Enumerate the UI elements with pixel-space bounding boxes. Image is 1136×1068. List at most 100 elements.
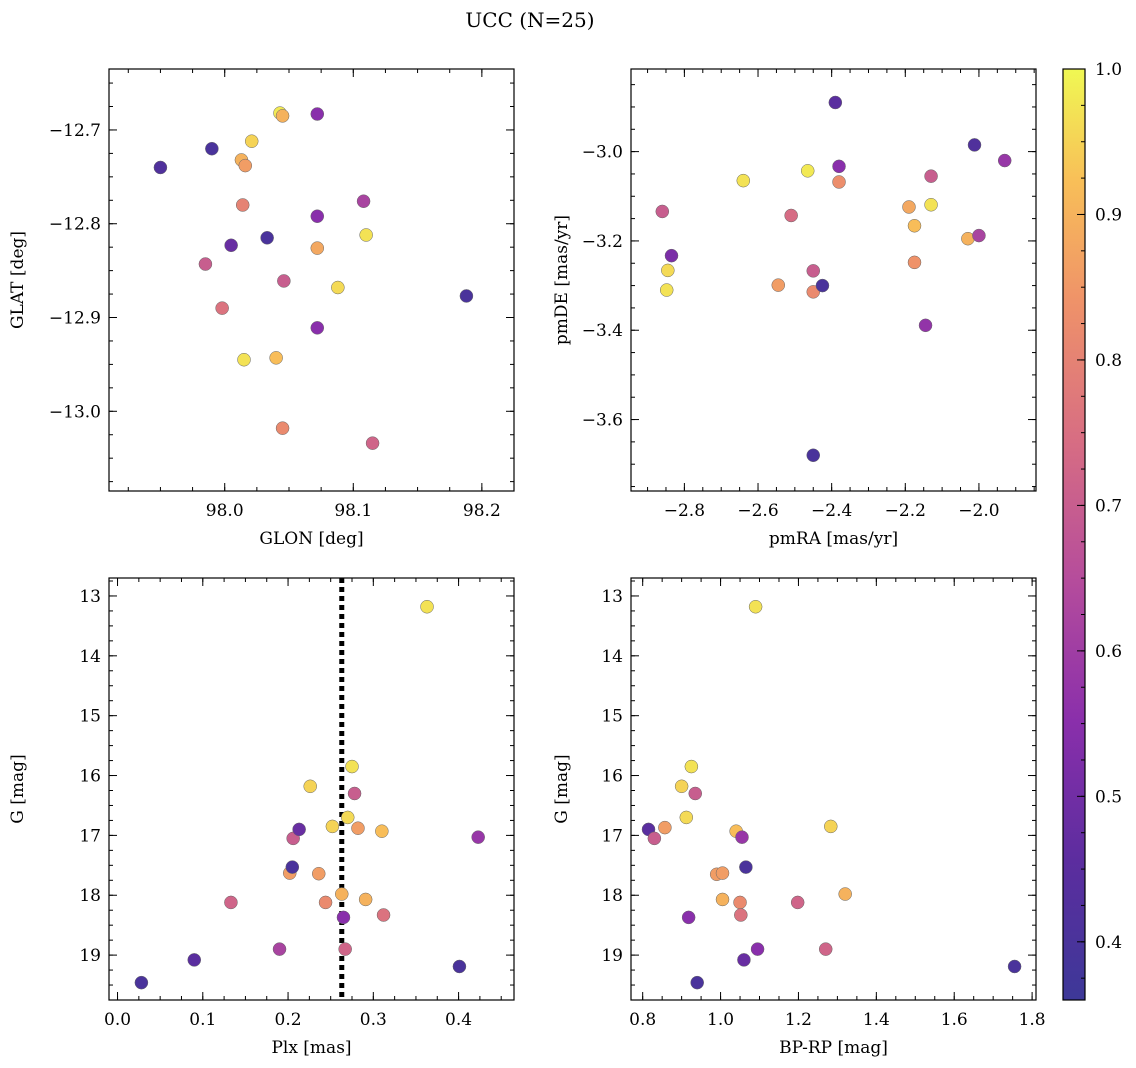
x-tick-label: −2.4: [811, 501, 852, 521]
x-tick-label: −2.0: [958, 501, 999, 521]
data-point: [815, 278, 830, 293]
data-point: [134, 975, 149, 990]
x-tick-label: 0.8: [629, 1010, 656, 1030]
data-point: [647, 831, 662, 846]
data-point: [277, 274, 291, 288]
data-point: [661, 263, 675, 278]
x-tick-label: 0.2: [275, 1010, 302, 1030]
y-tick-label: 16: [601, 767, 623, 787]
panel-2: −2.8 −2.6 −2.4 −2.2 −2.0 −3.0 −3.2 −3.4 −3.6 pmRA…: [552, 68, 1037, 549]
colorbar-tick-label: 0.9: [1095, 205, 1122, 225]
data-point: [659, 283, 674, 297]
x-tick-label: 1.0: [707, 1010, 734, 1030]
data-point: [688, 786, 703, 801]
data-point: [924, 169, 938, 183]
data-point: [336, 910, 351, 925]
data-point: [997, 153, 1012, 168]
x-tick-label: 1.8: [1019, 1010, 1046, 1030]
data-point: [285, 860, 300, 874]
data-point: [771, 278, 786, 292]
data-point: [275, 109, 290, 123]
y-tick-label: 18: [79, 886, 101, 906]
data-point: [244, 134, 259, 148]
data-point: [272, 942, 287, 956]
data-point: [375, 824, 389, 838]
colorbar: 0.4 0.5 0.6 0.7 0.8 0.9 1.0: [1062, 60, 1122, 1001]
data-point: [658, 820, 672, 835]
data-point: [376, 908, 391, 922]
data-point: [275, 421, 290, 435]
x-tick-label: 0.4: [445, 1010, 472, 1030]
y-tick-label: 18: [601, 886, 623, 906]
data-point: [340, 810, 355, 825]
data-point: [832, 175, 846, 189]
data-point: [679, 810, 694, 825]
data-point: [335, 887, 349, 901]
data-point: [420, 599, 434, 614]
y-tick-label: −12.9: [49, 309, 101, 329]
data-point: [739, 860, 753, 874]
x-tick-label: 0.1: [189, 1010, 216, 1030]
data-point: [224, 895, 238, 910]
y-tick-label: 19: [79, 946, 101, 966]
data-point: [345, 759, 359, 774]
panel-3: 0.0 0.1 0.2 0.3 0.4 13 14 15 16 17 18 19 Plx [mas] G …: [8, 577, 515, 1058]
data-point: [359, 228, 373, 242]
colorbar-tick-label: 0.4: [1095, 933, 1122, 953]
data-point: [351, 821, 365, 835]
y-axis-label: G [mag]: [8, 754, 28, 823]
data-point: [924, 198, 938, 212]
y-axis-label: GLAT [deg]: [8, 231, 28, 329]
data-point: [318, 895, 333, 910]
data-point: [331, 280, 345, 295]
y-tick-label: −3.4: [582, 321, 623, 341]
data-point: [902, 200, 916, 214]
y-tick-label: 14: [79, 647, 101, 667]
y-tick-label: 17: [601, 826, 623, 846]
data-point: [824, 819, 838, 834]
data-point: [818, 942, 833, 956]
x-tick-label: −2.2: [885, 501, 926, 521]
data-point: [832, 159, 846, 174]
data-point: [310, 241, 325, 255]
data-point: [238, 158, 253, 173]
data-point: [806, 264, 820, 278]
data-point: [237, 352, 251, 367]
data-point: [734, 908, 748, 922]
y-axis-label: pmDE [mas/yr]: [552, 215, 572, 345]
x-axis-label: Plx [mas]: [271, 1038, 351, 1058]
data-point: [790, 895, 805, 910]
data-point: [310, 209, 325, 223]
y-tick-label: 13: [601, 587, 623, 607]
data-point: [356, 194, 371, 208]
y-tick-label: 15: [601, 707, 623, 727]
scatter-panels: 98.0 98.1 98.2 −12.7 −12.8 −12.9 −13.0 GLON [de…: [8, 68, 1046, 1058]
data-point: [748, 599, 763, 614]
data-point: [972, 228, 986, 243]
data-point: [664, 248, 679, 263]
data-point: [681, 910, 696, 925]
colorbar-tick-label: 0.8: [1095, 351, 1122, 371]
colorbar-tick-label: 0.6: [1095, 642, 1122, 662]
x-tick-label: 0.3: [360, 1010, 387, 1030]
data-point: [800, 164, 815, 178]
x-axis-label: GLON [deg]: [259, 529, 363, 549]
data-point: [452, 959, 467, 974]
data-point: [918, 318, 933, 333]
x-tick-label: 98.2: [463, 501, 501, 521]
y-tick-label: 17: [79, 826, 101, 846]
data-point: [750, 942, 765, 956]
panel-4: 0.8 1.0 1.2 1.4 1.6 1.8 13 14 15 16 17 18 19 BP-RP [m…: [552, 577, 1046, 1058]
data-point: [784, 208, 798, 223]
y-tick-label: 14: [601, 647, 623, 667]
axes-frame: [108, 577, 515, 1001]
colorbar-tick-label: 0.5: [1095, 787, 1122, 807]
data-point: [358, 892, 373, 907]
data-point: [967, 138, 982, 152]
data-point: [907, 255, 922, 270]
data-point: [736, 173, 751, 188]
data-point: [205, 141, 219, 156]
data-point: [655, 204, 670, 219]
data-point: [187, 953, 202, 967]
data-point: [235, 198, 250, 212]
